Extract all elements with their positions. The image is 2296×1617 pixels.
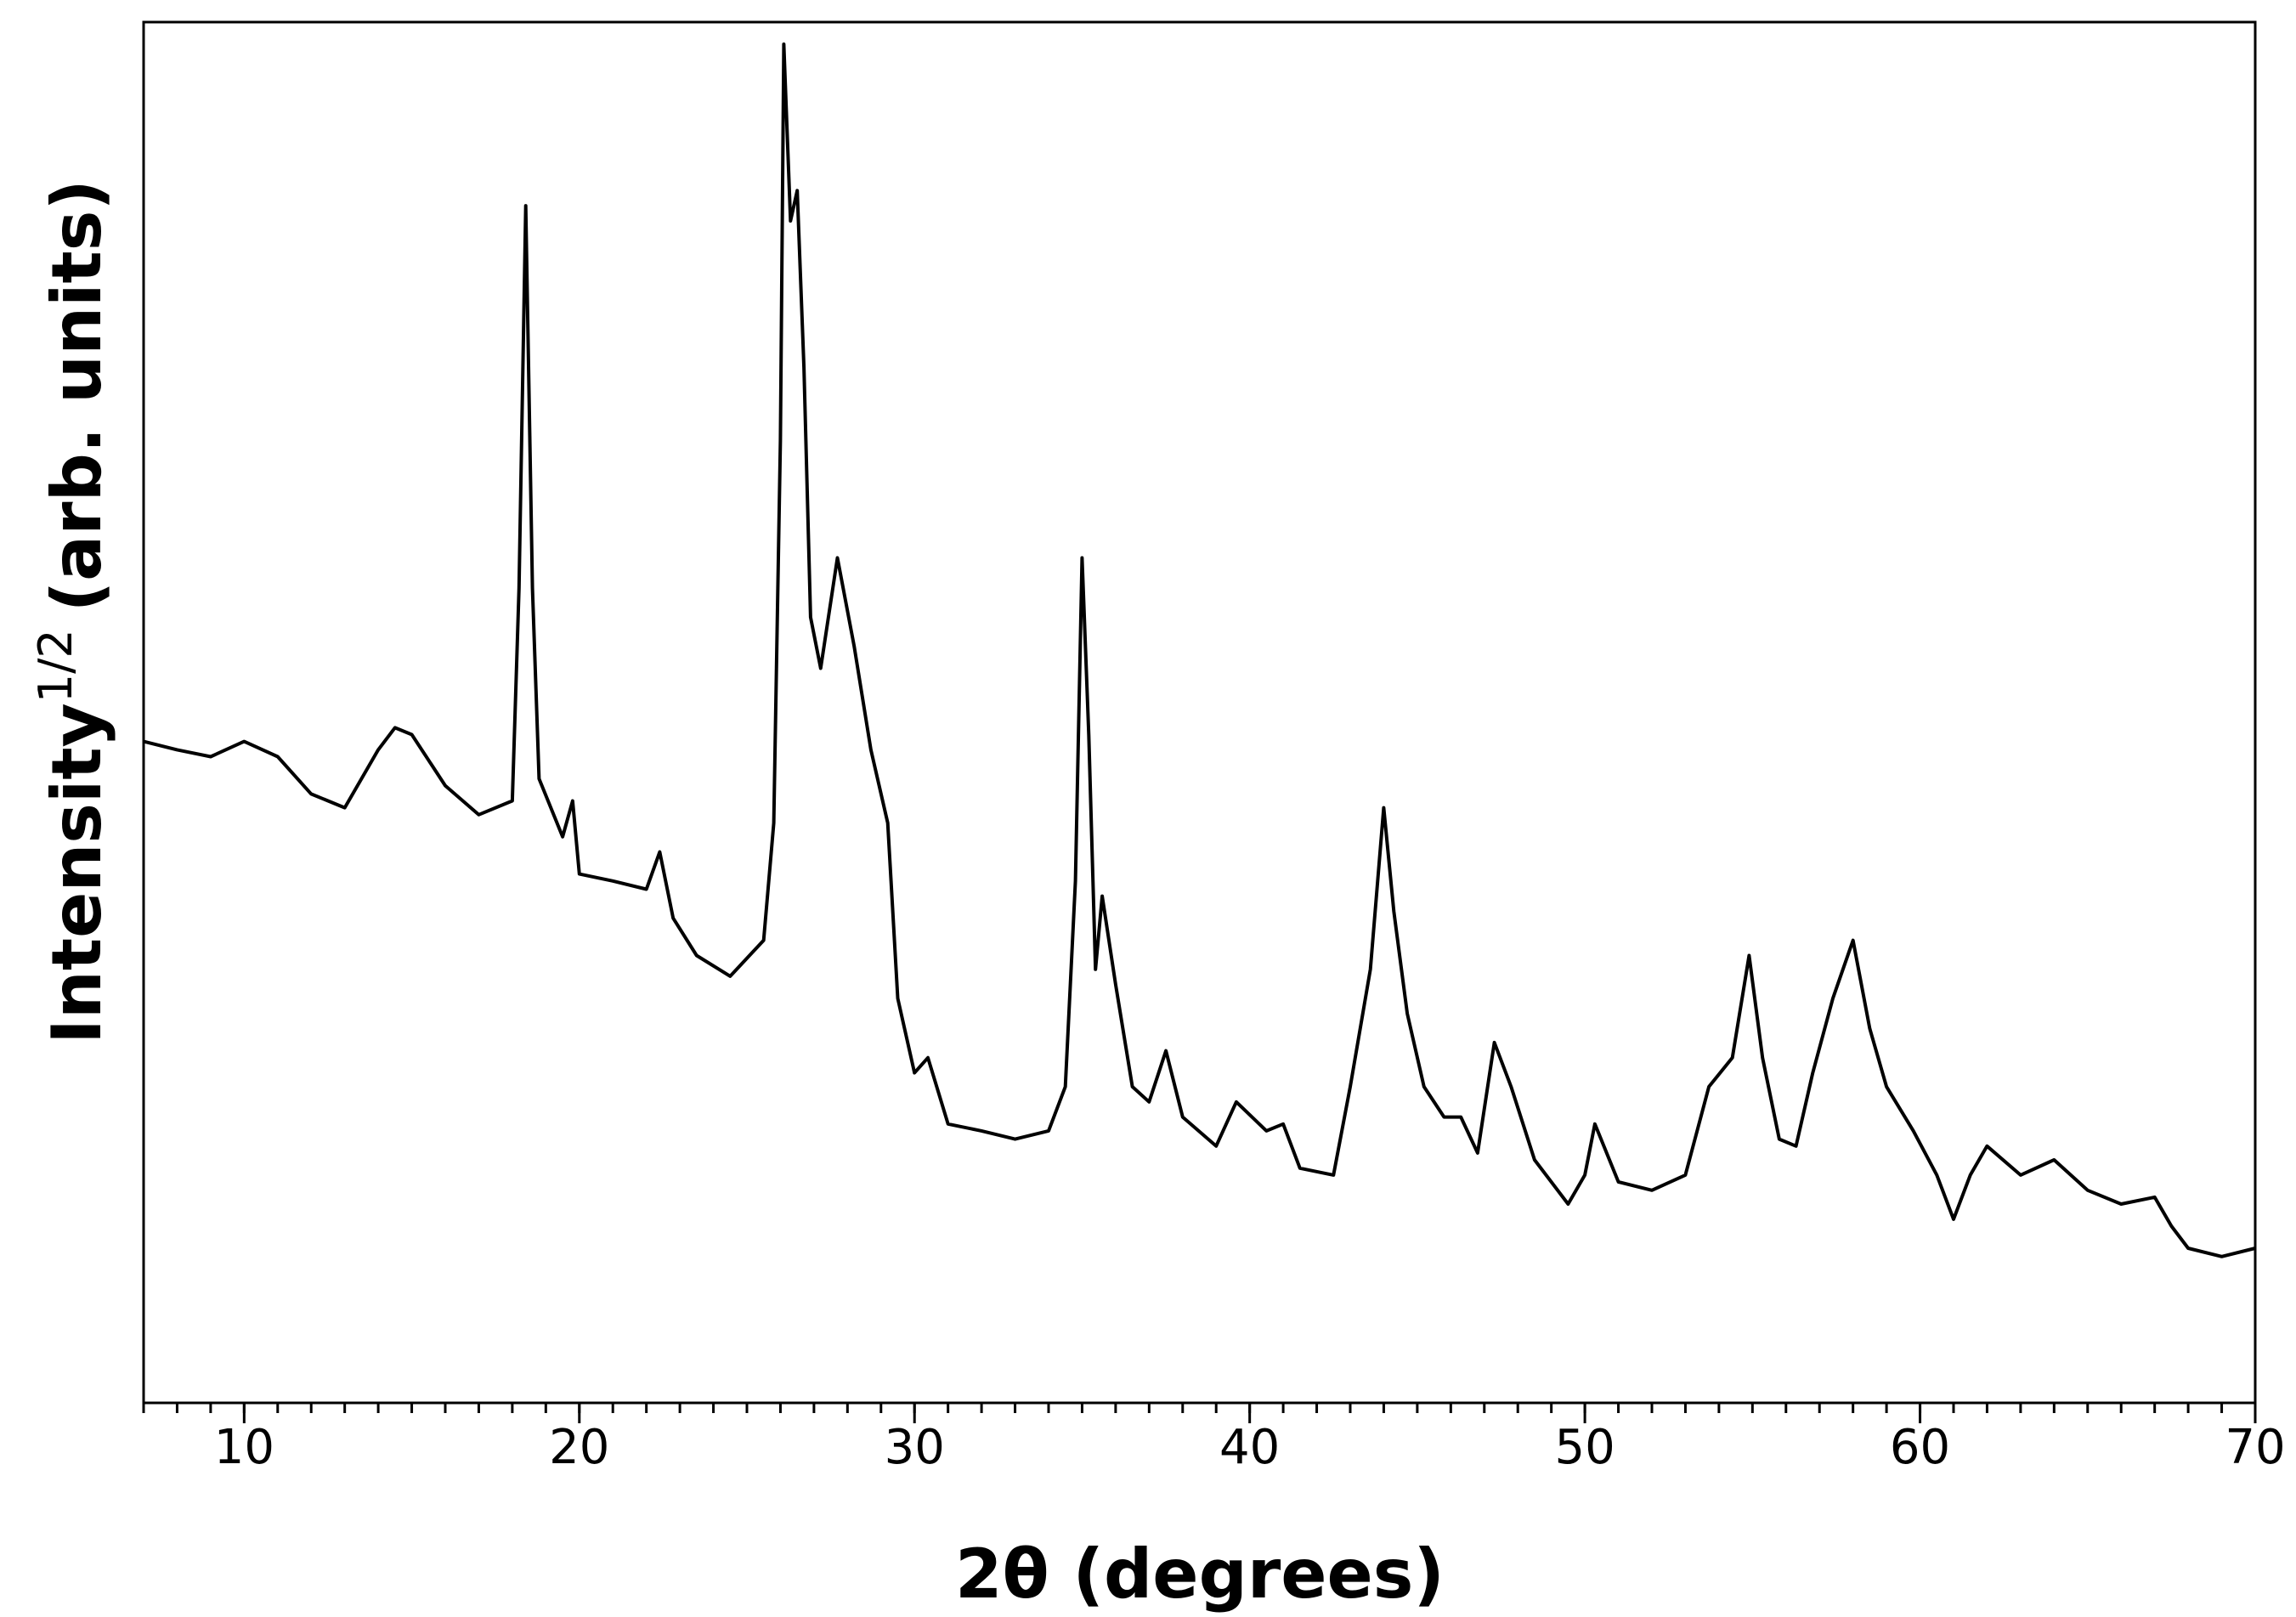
x-tick-label: 40 <box>1219 1420 1280 1475</box>
x-tick-label: 20 <box>549 1420 609 1475</box>
y-title-superscript: 1/2 <box>29 629 82 703</box>
y-title-main: Intensity <box>37 703 116 1044</box>
y-title-suffix: (arb. units) <box>37 179 116 612</box>
x-tick-label: 10 <box>214 1420 274 1475</box>
x-tick-label: 60 <box>1890 1420 1950 1475</box>
x-tick-label: 30 <box>885 1420 945 1475</box>
data-line <box>143 42 2256 1258</box>
plot-frame <box>142 20 2257 1405</box>
y-axis-title: Intensity1/2 (arb. units) <box>29 179 116 1044</box>
x-tick-label: 70 <box>2225 1420 2285 1475</box>
x-tick-label: 50 <box>1554 1420 1615 1475</box>
x-axis-title: 2θ (degrees) <box>955 1535 1445 1614</box>
